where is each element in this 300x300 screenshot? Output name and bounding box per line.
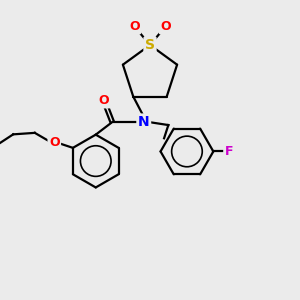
Text: S: S (145, 38, 155, 52)
Text: O: O (49, 136, 60, 149)
Text: F: F (225, 145, 233, 158)
Text: N: N (138, 115, 150, 129)
Text: O: O (160, 20, 171, 33)
Text: O: O (129, 20, 140, 33)
Text: O: O (98, 94, 109, 107)
